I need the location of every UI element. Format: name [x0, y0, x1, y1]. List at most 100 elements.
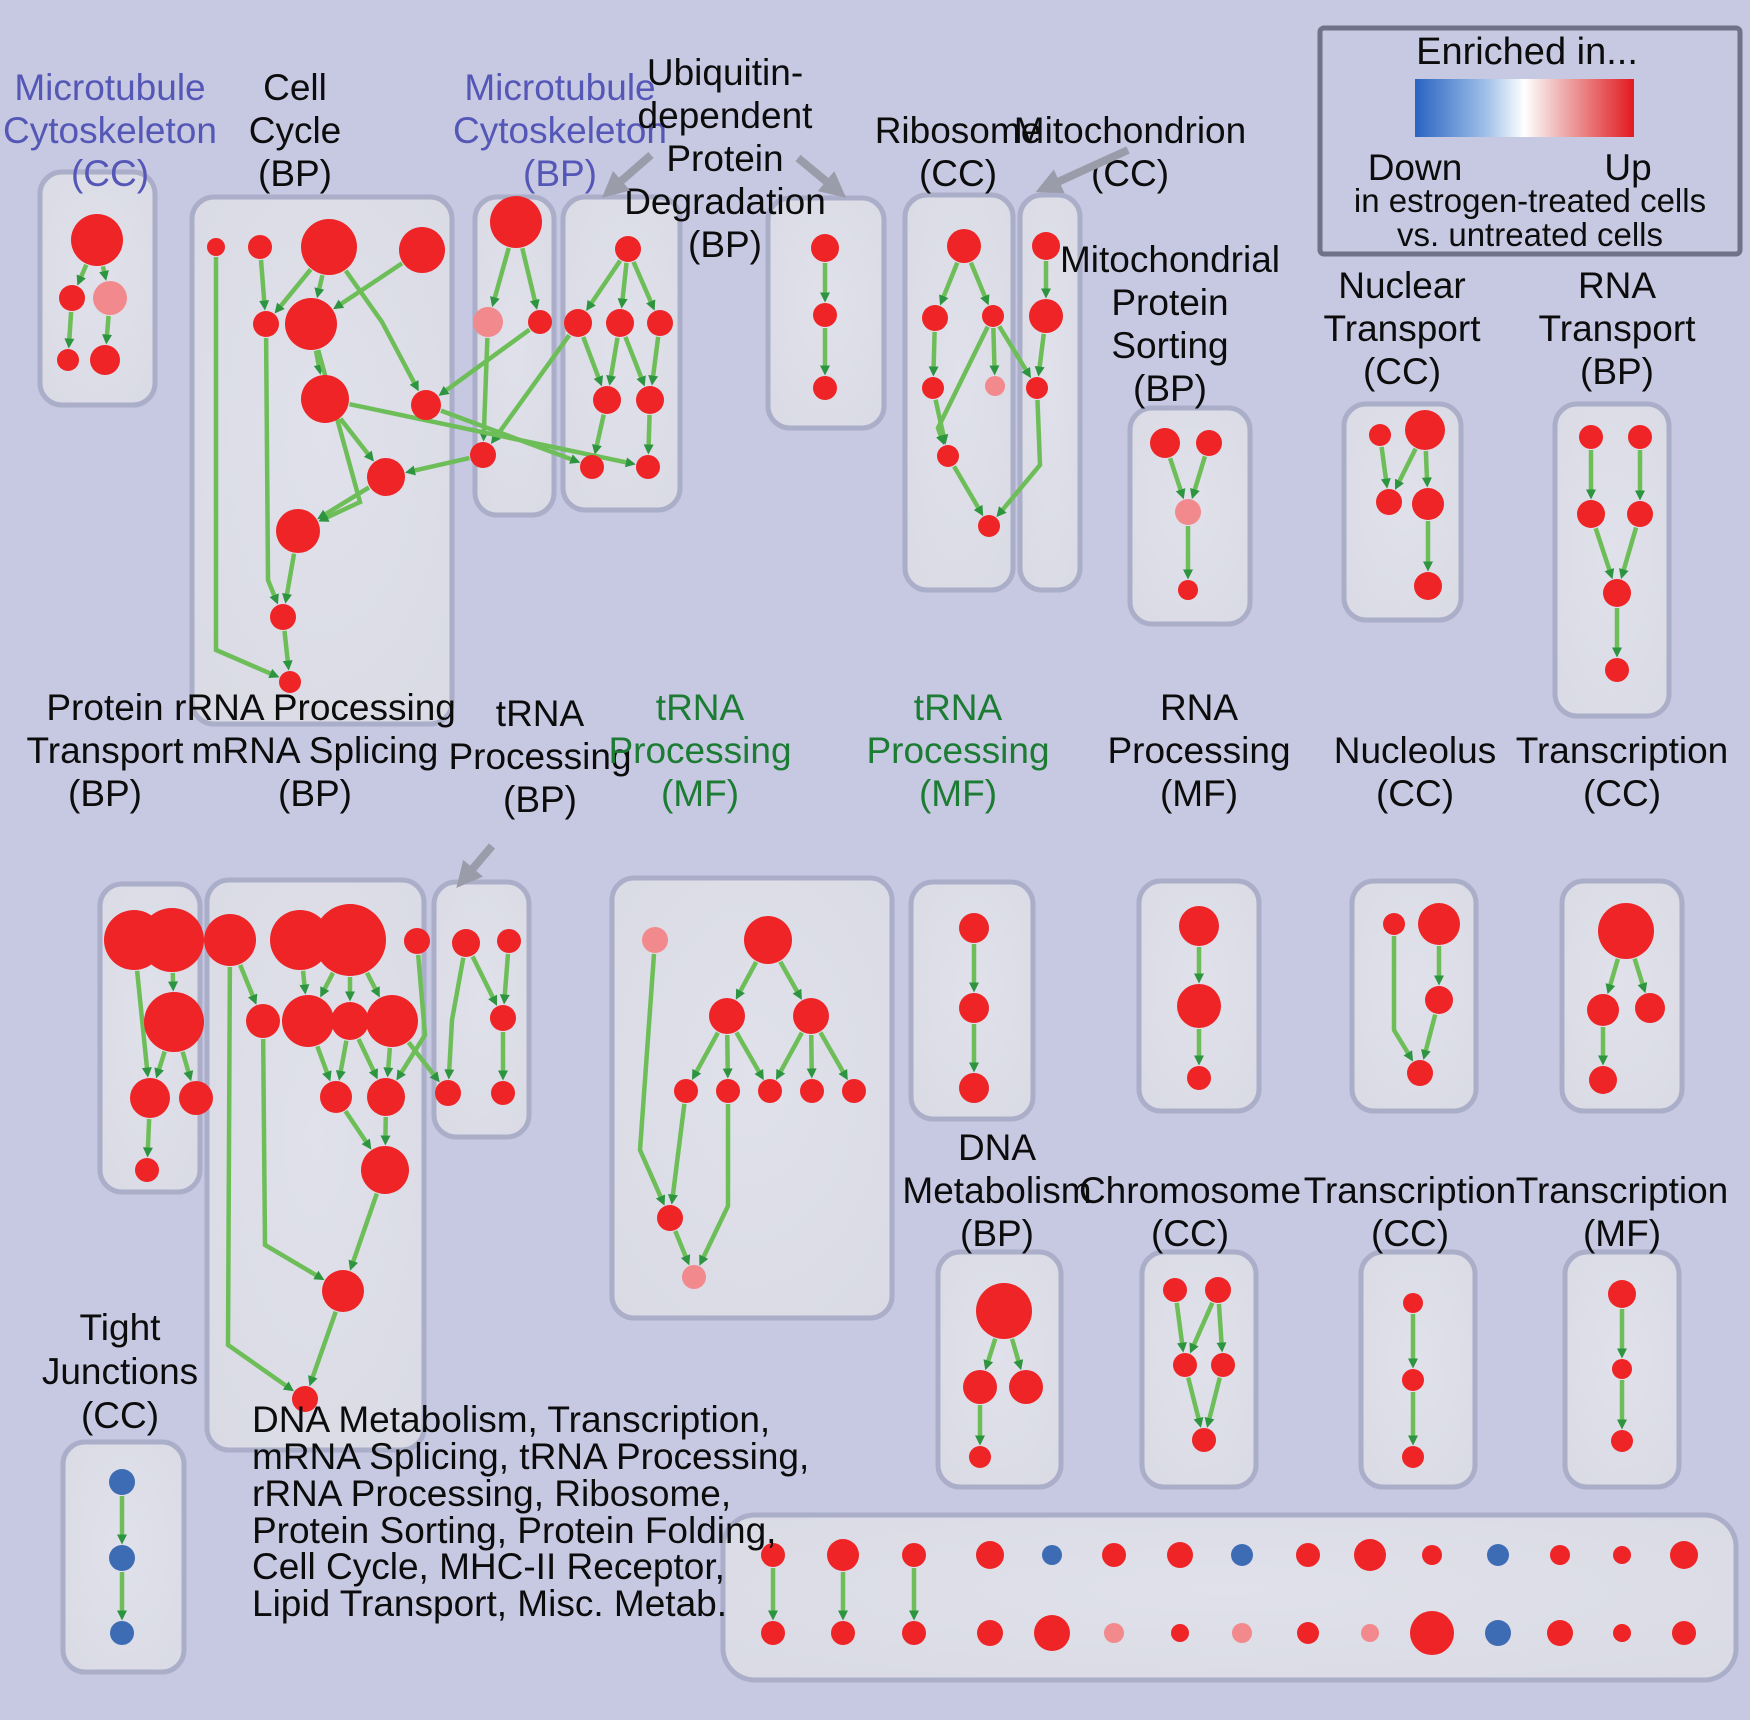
node-nu1 [1383, 913, 1405, 935]
node-rb5 [985, 376, 1005, 396]
node-c2 [473, 307, 503, 337]
node-strip-top-6 [1102, 1543, 1126, 1567]
node-dm2 [963, 1370, 997, 1404]
legend-title: Enriched in... [1416, 31, 1638, 73]
node-R10 [367, 1078, 405, 1116]
node-T1 [452, 929, 480, 957]
node-tb3 [1402, 1446, 1424, 1468]
node-R12 [361, 1146, 409, 1194]
node-strip-bottom-11 [1410, 1611, 1454, 1655]
node-strip-bottom-1 [761, 1621, 785, 1645]
node-ms1 [1150, 428, 1180, 458]
mixed-strip-caption-line1: DNA Metabolism, Transcription, [252, 1399, 770, 1440]
node-u1 [811, 234, 839, 262]
node-b5 [253, 311, 279, 337]
node-a4 [57, 349, 79, 371]
node-m_pt [642, 927, 668, 953]
node-tj3 [110, 1621, 134, 1645]
node-rt2 [1628, 425, 1652, 449]
node-c3 [528, 310, 552, 334]
edge-a2-a4 [69, 312, 71, 339]
node-rb6 [937, 445, 959, 467]
cluster-label-microtubule_bp: Cytoskeleton [453, 110, 667, 151]
node-strip-bottom-7 [1171, 1624, 1189, 1642]
mixed-strip-caption-line6: Lipid Transport, Misc. Metab. [252, 1583, 727, 1624]
node-T2 [497, 929, 521, 953]
node-d1 [615, 236, 641, 262]
cluster-label-trna_processing_bp: Processing [448, 736, 631, 777]
cluster-label-transcription_mf: (MF) [1583, 1213, 1661, 1254]
cluster-label-microtubule_cc: Microtubule [14, 67, 205, 108]
node-d2 [564, 309, 592, 337]
node-T4 [435, 1080, 461, 1106]
cluster-label-transcription_mf: Transcription [1516, 1170, 1728, 1211]
node-nt3 [1376, 489, 1402, 515]
node-b11 [270, 604, 296, 630]
node-m_r5 [842, 1079, 866, 1103]
node-pt4 [130, 1078, 170, 1118]
node-b12 [279, 671, 301, 693]
node-ms4 [1178, 580, 1198, 600]
node-tm2 [1612, 1359, 1632, 1379]
node-ch3 [1173, 1353, 1197, 1377]
node-strip-bottom-2 [831, 1621, 855, 1645]
cluster-label-rna_transport_bp: (BP) [1580, 351, 1654, 392]
node-strip-top-15 [1670, 1541, 1698, 1569]
cluster-label-transcription_cc_mid: (CC) [1583, 773, 1661, 814]
node-dm1 [976, 1283, 1032, 1339]
node-nt4 [1412, 488, 1444, 520]
cluster-label-nuclear_transport_cc: (CC) [1363, 351, 1441, 392]
cluster-label-dna_metabolism_bp: Metabolism [902, 1170, 1091, 1211]
node-tc1 [1598, 903, 1654, 959]
node-rt3 [1577, 500, 1605, 528]
node-strip-top-2 [827, 1539, 859, 1571]
edge-R2-R6 [303, 971, 304, 985]
node-R7 [331, 1002, 369, 1040]
node-ch5 [1192, 1428, 1216, 1452]
node-d6 [636, 386, 664, 414]
node-R8 [366, 995, 418, 1047]
node-m_pb [682, 1265, 706, 1289]
node-d4 [647, 310, 673, 336]
node-R9 [320, 1081, 352, 1113]
cluster-box-mixed-strip [723, 1515, 1736, 1680]
node-pt5 [179, 1081, 213, 1115]
node-rt6 [1605, 658, 1629, 682]
edge-d6-d8 [649, 415, 650, 445]
node-a1 [71, 214, 123, 266]
node-strip-bottom-4 [977, 1620, 1003, 1646]
node-ch1 [1163, 1278, 1187, 1302]
node-nu4 [1407, 1060, 1433, 1086]
node-rp2 [1177, 984, 1221, 1028]
edge-nt2-nt4 [1426, 451, 1427, 478]
node-tc2 [1587, 994, 1619, 1026]
node-strip-bottom-12 [1485, 1620, 1511, 1646]
node-strip-bottom-13 [1547, 1620, 1573, 1646]
node-tj1 [109, 1469, 135, 1495]
node-rb1 [947, 229, 981, 263]
cluster-label-rna_processing_mf: (MF) [1160, 773, 1238, 814]
cluster-label-ubiquitin_bp_main: (BP) [688, 224, 762, 265]
node-q3 [959, 1073, 989, 1103]
node-T5 [491, 1081, 515, 1105]
node-strip-bottom-15 [1672, 1621, 1696, 1645]
cluster-label-microtubule_bp: (BP) [523, 153, 597, 194]
edge-pt4-pt6 [148, 1119, 149, 1148]
node-q1 [959, 913, 989, 943]
cluster-label-protein_transport_bp: Protein [46, 687, 163, 728]
node-R4 [404, 928, 430, 954]
cluster-label-nucleolus_cc: Nucleolus [1334, 730, 1496, 771]
node-c1 [490, 196, 542, 248]
edge-rb3-rb5 [993, 328, 994, 366]
node-u2 [813, 303, 837, 327]
node-strip-top-4 [976, 1541, 1004, 1569]
node-b7 [301, 375, 349, 423]
node-strip-top-8 [1231, 1544, 1253, 1566]
cluster-label-rna_transport_bp: RNA [1578, 265, 1656, 306]
cluster-label-rna_transport_bp: Transport [1539, 308, 1697, 349]
node-b3 [301, 219, 357, 275]
node-m_big [744, 916, 792, 964]
node-strip-bottom-5 [1034, 1615, 1070, 1651]
cluster-label-rrna_mrna_bp: (BP) [278, 773, 352, 814]
